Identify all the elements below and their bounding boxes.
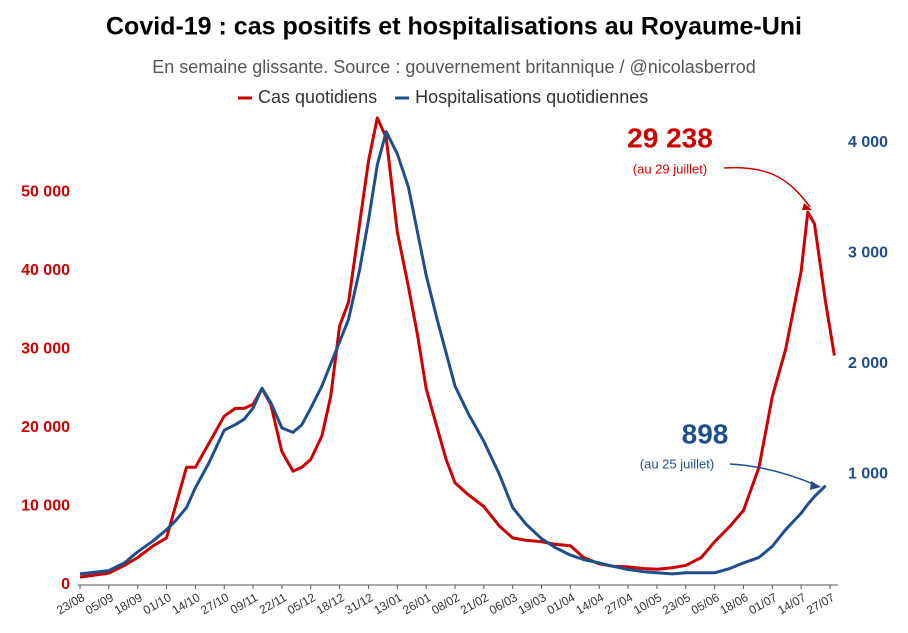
x-tick-label: 27/04 xyxy=(602,590,635,617)
x-tick-label: 05/12 xyxy=(285,590,318,617)
chart-subtitle: En semaine glissante. Source : gouvernem… xyxy=(152,57,756,77)
x-tick-label: 14/04 xyxy=(573,590,606,617)
x-tick-label: 09/11 xyxy=(228,590,261,617)
legend-label: Cas quotidiens xyxy=(258,87,377,107)
x-tick-label: 01/04 xyxy=(544,590,577,617)
chart-title: Covid-19 : cas positifs et hospitalisati… xyxy=(106,13,802,41)
x-tick-label: 22/11 xyxy=(257,590,290,617)
x-tick-label: 14/10 xyxy=(169,590,202,617)
x-tick-label: 05/09 xyxy=(83,590,116,617)
x-tick-label: 08/02 xyxy=(429,590,462,617)
x-tick-label: 23/05 xyxy=(660,590,693,617)
x-tick-label: 10/05 xyxy=(631,590,664,617)
y-tick-label: 0 xyxy=(61,576,70,593)
x-tick-label: 27/10 xyxy=(198,590,231,617)
x-tick-label: 14/07 xyxy=(775,590,808,617)
series-line xyxy=(79,130,827,576)
arrow-head xyxy=(810,481,821,490)
x-tick-label: 23/08 xyxy=(54,590,87,617)
x-tick-label: 18/06 xyxy=(718,590,751,617)
x-tick-label: 18/12 xyxy=(314,590,347,617)
annotation-arrow xyxy=(729,463,819,487)
arrow-head xyxy=(802,203,812,210)
x-tick-label: 31/12 xyxy=(343,590,376,617)
legend: Cas quotidiens Hospitalisations quotidien… xyxy=(238,87,648,107)
x-tick-label: 27/07 xyxy=(804,590,837,617)
x-tick-label: 19/03 xyxy=(516,590,549,617)
x-tick-label: 21/02 xyxy=(458,590,491,617)
annotation-arrow xyxy=(723,166,811,208)
y-tick-label: 10 000 xyxy=(21,498,70,515)
legend-label: Hospitalisations quotidiennes xyxy=(415,87,648,107)
annotation-note: (au 29 juillet) xyxy=(633,161,707,176)
y2-tick-label: 2 000 xyxy=(848,355,888,372)
y-tick-label: 30 000 xyxy=(21,341,70,358)
x-tick-label: 13/01 xyxy=(371,590,404,617)
x-tick-label: 01/07 xyxy=(746,590,779,617)
x-tick-label: 26/01 xyxy=(400,590,433,617)
x-tick-label: 18/09 xyxy=(112,590,145,617)
x-tick-label: 05/06 xyxy=(689,590,722,617)
x-tick-label: 01/10 xyxy=(141,590,174,617)
annotation: 898 xyxy=(682,418,729,449)
y-tick-label: 50 000 xyxy=(21,184,70,201)
y2-tick-label: 4 000 xyxy=(848,134,888,151)
plot-area: 0 10 000 20 000 30 000 40 000 50 000 1 000 2 00… xyxy=(21,116,888,617)
y2-tick-label: 3 000 xyxy=(848,245,888,262)
y-tick-label: 40 000 xyxy=(21,262,70,279)
annotation: 29 238 xyxy=(627,122,713,153)
y-tick-label: 20 000 xyxy=(21,419,70,436)
series-line xyxy=(79,116,836,579)
x-tick-label: 06/03 xyxy=(487,590,520,617)
annotation-note: (au 25 juillet) xyxy=(640,456,714,471)
y2-tick-label: 1 000 xyxy=(848,466,888,483)
